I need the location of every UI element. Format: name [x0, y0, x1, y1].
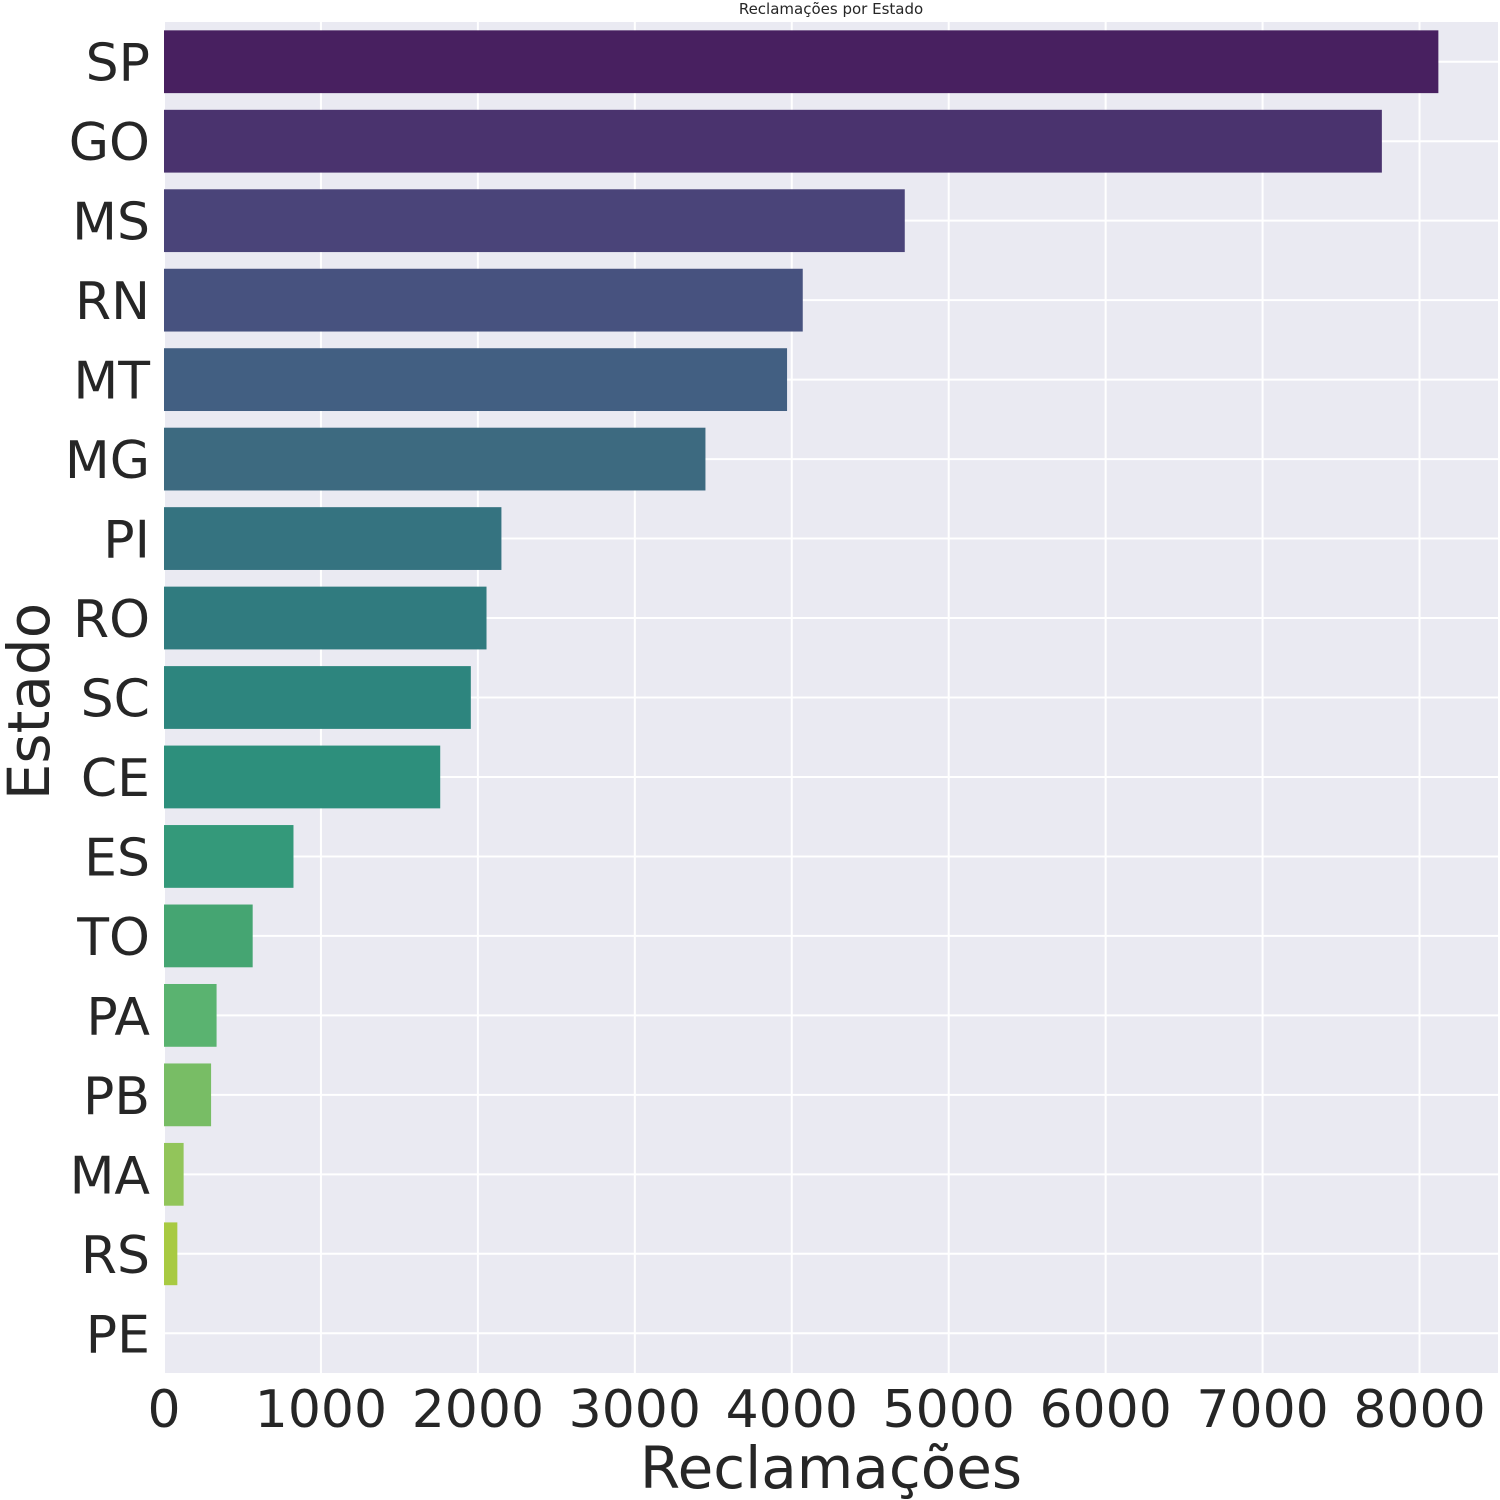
bar-ro [164, 586, 487, 650]
bar-ma [164, 1142, 184, 1206]
x-tick-label: 2000 [412, 1380, 544, 1440]
y-tick-label: CE [81, 749, 150, 809]
chart-title: Reclamações por Estado [739, 0, 923, 18]
bar-mg [164, 427, 706, 491]
bar-rs [164, 1222, 178, 1286]
y-tick-label: SP [86, 34, 150, 94]
y-tick-label: MT [73, 352, 150, 412]
y-axis-label: Estado [0, 603, 63, 800]
bar-pa [164, 983, 217, 1047]
x-tick-label: 1000 [255, 1380, 387, 1440]
y-tick-label: RO [73, 590, 150, 650]
bars [164, 30, 1439, 1286]
y-tick-label: RS [81, 1226, 150, 1286]
x-tick-label: 4000 [726, 1380, 858, 1440]
y-tick-label: SC [81, 670, 150, 730]
y-tick-label: PA [86, 987, 150, 1047]
bar-sc [164, 666, 471, 729]
x-tick-label: 0 [147, 1380, 180, 1440]
x-tick-label: 5000 [883, 1380, 1015, 1440]
y-tick-label: ES [84, 828, 150, 888]
bar-sp [164, 30, 1439, 94]
bar-go [164, 109, 1382, 173]
y-tick-label: PI [103, 511, 150, 571]
x-tick-label: 6000 [1039, 1380, 1171, 1440]
x-tick-label: 3000 [569, 1380, 701, 1440]
y-tick-label: MS [72, 193, 150, 253]
bar-pb [164, 1063, 212, 1127]
x-axis-label: Reclamações [640, 1434, 1022, 1500]
bar-ce [164, 745, 441, 809]
bar-es [164, 825, 294, 888]
x-tick-labels: 0 1000 2000 3000 4000 5000 6000 7000 8000 [147, 1380, 1485, 1440]
y-tick-label: GO [69, 113, 150, 173]
bar-pi [164, 507, 502, 570]
y-tick-label: MA [70, 1146, 151, 1206]
x-tick-label: 7000 [1196, 1380, 1328, 1440]
y-tick-label: RN [75, 272, 150, 332]
bar-mt [164, 348, 788, 412]
bar-ms [164, 189, 905, 253]
bar-rn [164, 268, 803, 332]
y-tick-label: PB [83, 1067, 150, 1127]
y-tick-label: TO [76, 908, 150, 968]
y-tick-labels: SP GO MS RN MT MG PI RO SC CE ES TO PA PB MA RS PE [65, 34, 151, 1366]
y-tick-label: MG [65, 431, 150, 491]
y-tick-label: PE [86, 1305, 150, 1365]
bar-to [164, 904, 253, 968]
x-tick-label: 8000 [1353, 1380, 1485, 1440]
